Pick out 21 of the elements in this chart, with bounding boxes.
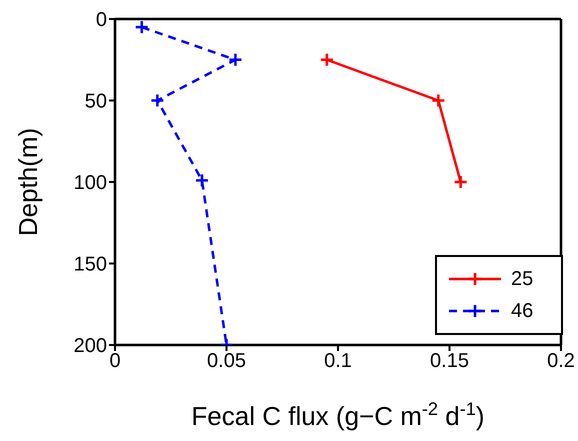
x-tick-label: 0 [109,350,121,372]
legend-label: 25 [511,268,534,290]
point [134,20,150,34]
x-tick-label: 0.05 [207,350,246,372]
y-axis-title: Depth(m) [12,128,43,236]
point [150,93,165,108]
x-tick-label: 0.2 [547,350,575,372]
point [431,93,446,108]
point [320,52,334,67]
y-tick-label: 150 [74,254,107,276]
x-tick-label: 0.15 [430,350,469,372]
y-tick-label: 50 [84,90,107,113]
point [228,52,243,67]
y-tick-label: 100 [74,172,107,194]
point [194,173,210,188]
y-tick-label: 200 [74,335,107,358]
x-axis-title: Fecal C flux (g−C m$^{-2}$ d$^{-1}$) [191,399,485,431]
point [453,174,468,190]
x-tick-label: 0.1 [324,350,352,372]
legend-label: 46 [511,300,534,322]
y-tick-label: 0 [96,9,107,32]
